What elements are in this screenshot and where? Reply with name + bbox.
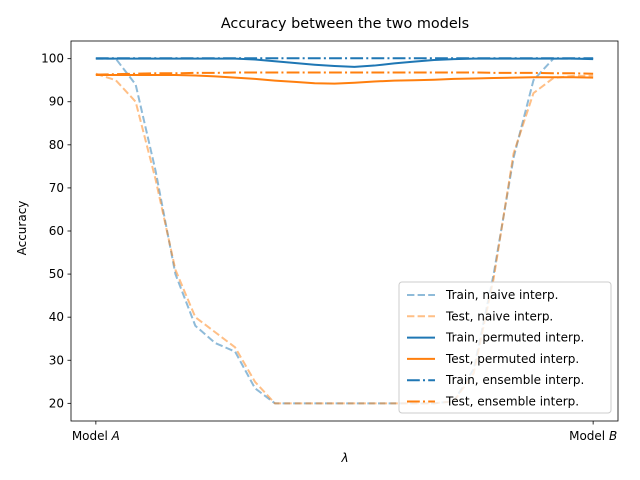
legend-box xyxy=(398,281,612,414)
series-line-4 xyxy=(95,74,594,85)
y-tick-label: 60 xyxy=(49,224,64,238)
y-tick-label: 30 xyxy=(49,353,64,367)
series-line-2 xyxy=(95,72,594,405)
y-tick-label: 80 xyxy=(49,138,64,152)
x-tick-label: Model A xyxy=(72,429,120,443)
legend-label: Test, permuted interp. xyxy=(445,352,579,366)
legend-label: Train, ensemble interp. xyxy=(445,373,584,387)
legend-label: Test, naive interp. xyxy=(445,309,553,323)
series-layer xyxy=(95,57,594,405)
legend-label: Train, naive interp. xyxy=(445,288,558,302)
y-axis-label: Accuracy xyxy=(15,201,29,256)
series-line-3 xyxy=(95,57,594,68)
legend-label: Train, permuted interp. xyxy=(445,331,584,345)
y-tick-label: 50 xyxy=(49,267,64,281)
axes: 20 30 40 50 60 70 80 90 100 Model A Model B xyxy=(41,40,619,443)
series-line-6 xyxy=(95,71,594,76)
y-tick-label: 20 xyxy=(49,396,64,410)
y-tick-label: 90 xyxy=(49,95,64,109)
y-tick-label: 100 xyxy=(41,52,64,66)
legend-label: Test, ensemble interp. xyxy=(445,395,579,409)
chart-title: Accuracy between the two models xyxy=(221,16,469,32)
x-tick-label: Model B xyxy=(569,429,617,443)
y-tick-label: 40 xyxy=(49,310,64,324)
legend: Train, naive interp. Test, naive interp. T… xyxy=(398,281,612,414)
x-axis-label: λ xyxy=(340,451,348,465)
y-tick-label: 70 xyxy=(49,181,64,195)
